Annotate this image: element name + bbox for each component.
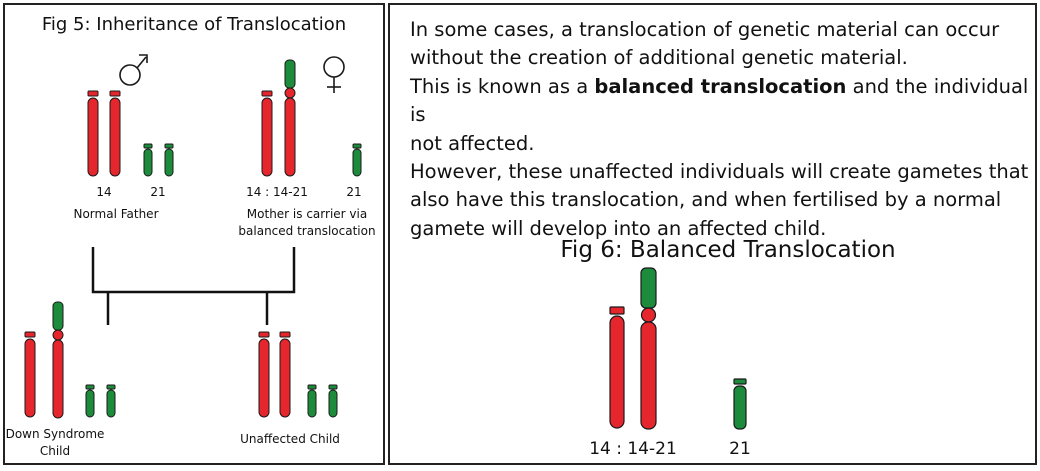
paragraph-line: gamete will develop into an affected chi… — [410, 216, 827, 240]
chromosome-21 — [307, 384, 317, 418]
fig5-diagram: Fig 5: Inheritance of Translocation 14 2… — [6, 14, 376, 458]
paragraph-line: In some cases, a translocation of geneti… — [410, 18, 1000, 41]
down-syndrome-child-chromosomes — [24, 301, 116, 419]
father-label-14: 14 — [96, 185, 111, 199]
fig6-title: Fig 6: Balanced Translocation — [560, 237, 895, 263]
fig5-panel: Fig 5: Inheritance of Translocation 14 2… — [3, 3, 385, 465]
chromosome-14 — [258, 331, 270, 418]
chromosome-14 — [261, 90, 273, 177]
chromosome-14 — [24, 331, 36, 418]
female-symbol-icon — [323, 56, 345, 93]
down-child-caption-line2: Child — [40, 444, 70, 458]
chromosome-21 — [143, 143, 153, 177]
chromosome-21 — [733, 378, 747, 430]
paragraph-text: This is known as a — [410, 74, 595, 98]
mother-caption-line2: balanced translocation — [238, 224, 375, 238]
pedigree-lines — [91, 247, 296, 325]
father-chromosomes — [87, 90, 174, 177]
translocated-chromosome-14-21 — [640, 267, 657, 430]
explanation-paragraph: In some cases, a translocation of geneti… — [410, 16, 1030, 243]
paragraph-line: This is known as a balanced translocatio… — [410, 73, 1030, 130]
chromosome-14 — [87, 90, 99, 177]
balanced-translocation-term: balanced translocation — [594, 74, 847, 98]
down-child-caption-line1: Down Syndrome — [6, 427, 105, 441]
unaffected-child-caption: Unaffected Child — [240, 432, 340, 446]
fig6-diagram: Fig 6: Balanced Translocation 14 : 14-21… — [560, 237, 895, 459]
father-caption: Normal Father — [73, 207, 158, 221]
chromosome-14 — [109, 90, 121, 177]
mother-label-14: 14 : 14-21 — [246, 185, 308, 199]
fig6-label-21: 21 — [729, 439, 751, 459]
fig6-panel: In some cases, a translocation of geneti… — [388, 3, 1037, 465]
paragraph-line: without the creation of additional genet… — [410, 46, 908, 70]
mother-label-21: 21 — [346, 185, 361, 199]
unaffected-child-chromosomes — [258, 331, 338, 418]
chromosome-21 — [352, 143, 362, 177]
fig5-title: Fig 5: Inheritance of Translocation — [42, 14, 346, 35]
translocated-chromosome-14-21 — [52, 301, 64, 419]
chromosome-21 — [164, 143, 174, 177]
father-label-21: 21 — [150, 185, 165, 199]
chromosome-14 — [609, 306, 625, 429]
paragraph-line: not affected. — [410, 131, 535, 155]
translocated-chromosome-14-21 — [284, 59, 296, 177]
mother-chromosomes — [261, 59, 362, 177]
chromosome-14 — [279, 331, 291, 418]
paragraph-line: However, these unaffected individuals wi… — [410, 160, 1029, 184]
chromosome-21 — [328, 384, 338, 418]
paragraph-line: also have this translocation, and when f… — [410, 188, 1002, 212]
chromosome-21 — [85, 384, 95, 418]
mother-caption-line1: Mother is carrier via — [247, 207, 367, 221]
paragraph-text: and the individual is — [410, 74, 1029, 127]
fig6-label-14: 14 : 14-21 — [589, 439, 677, 459]
male-symbol-icon — [119, 54, 148, 86]
chromosome-21 — [106, 384, 116, 418]
